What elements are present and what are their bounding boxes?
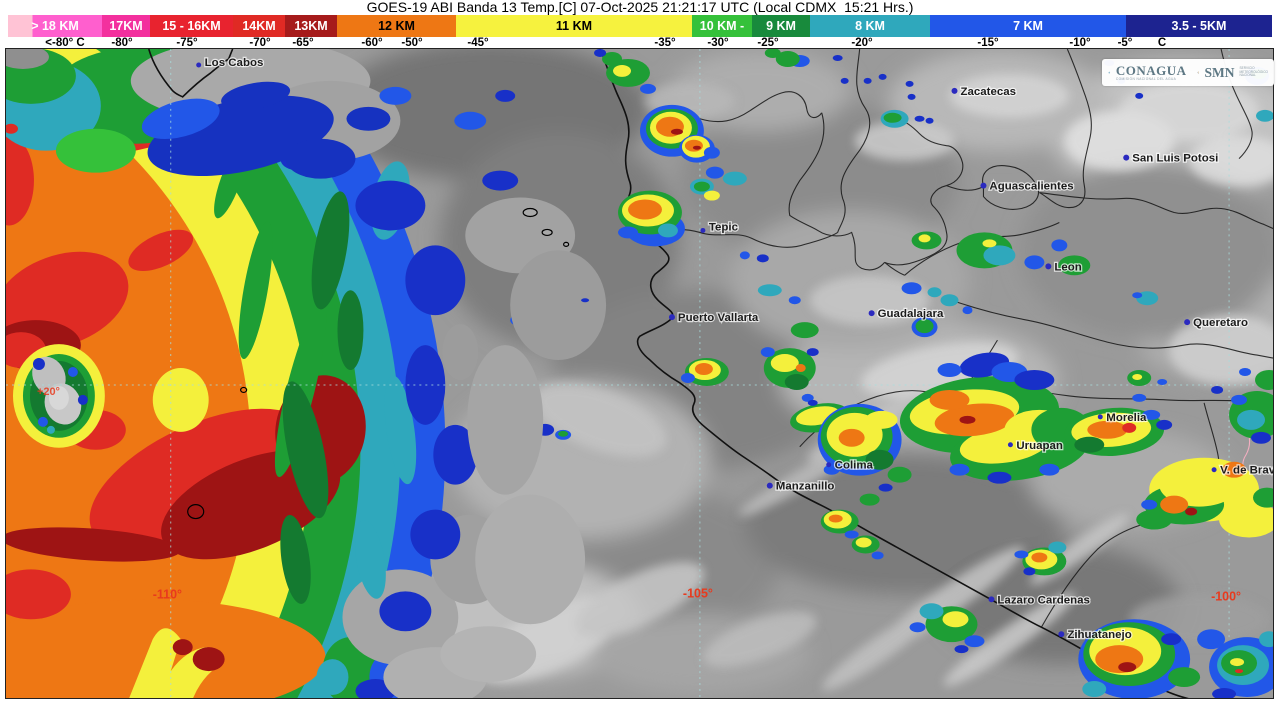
temp-tick: <-80° C [45, 37, 85, 49]
colorbar-segment: 10 KM - [692, 15, 752, 37]
temp-tick: -65° [292, 37, 314, 49]
longitude-label: -105° [683, 586, 713, 600]
hurricane-eye [12, 344, 105, 448]
colorbar-label: 10 KM - [699, 19, 745, 33]
longitude-label: -100° [1211, 589, 1241, 603]
temp-tick: -5° [1117, 37, 1133, 49]
city-label: Zihuatanejo [1067, 629, 1131, 641]
city-label: Tepic [709, 221, 739, 233]
city-label: Lazaro Cardenas [997, 594, 1090, 606]
colorbar-label: 7 KM [1013, 19, 1043, 33]
islands [187, 207, 570, 520]
colorbar-segment: 9 KM [752, 15, 810, 37]
temp-tick: -15° [977, 37, 999, 49]
city-label: Aguascalientes [989, 181, 1073, 193]
temp-tick: -80° [111, 37, 133, 49]
smn-tagline: SERVICIO METEOROLÓGICO NACIONAL [1239, 65, 1268, 78]
agency-logos: CONAGUA COMISIÓN NACIONAL DEL AGUA SMN S… [1102, 59, 1274, 86]
temp-tick: -30° [707, 37, 729, 49]
city-label: Manzanillo [776, 481, 835, 493]
colorbar-label: 3.5 - 5KM [1171, 19, 1227, 33]
city-label: Puerto Vallarta [678, 312, 759, 324]
colorbar-label: 14KM [242, 19, 276, 33]
city-label: Leon [1054, 261, 1081, 273]
page-title: GOES-19 ABI Banda 13 Temp.[C] 07-Oct-202… [366, 0, 914, 15]
colorbar-label: 17KM [109, 19, 143, 33]
colorbar-segment: 13KM [285, 15, 337, 37]
temp-tick: C [1157, 37, 1167, 49]
city-labels: Los Cabos Zacatecas San Luis Potosi Agua… [203, 56, 1273, 643]
temp-tick: -45° [467, 37, 489, 49]
coordinate-labels: -110° -105° -100° +20° [37, 386, 1241, 603]
conagua-logo-icon [1108, 71, 1111, 74]
colorbar-segment: 14KM [233, 15, 285, 37]
conagua-wordmark: CONAGUA [1115, 62, 1187, 78]
city-markers [196, 62, 1217, 638]
colorbar-segment: 17KM [102, 15, 150, 37]
colorbar-label: > 18 KM [31, 19, 79, 33]
colorbar-segment: 11 KM [456, 15, 692, 37]
city-label: Morelia [1106, 412, 1147, 424]
colorbar-segment: 15 - 16KM [150, 15, 233, 37]
temp-tick: -10° [1069, 37, 1091, 49]
colorbar-segment: 8 KM [810, 15, 930, 37]
smn-logo-icon [1197, 71, 1200, 74]
satellite-map: Los Cabos Zacatecas San Luis Potosi Agua… [5, 48, 1274, 699]
temp-tick: -25° [757, 37, 779, 49]
colorbar-label: 13KM [294, 19, 328, 33]
colorbar-label: 11 KM [555, 19, 593, 33]
temp-tick: -75° [176, 37, 198, 49]
temperature-scale: <-80° C -80° -75° -70° -65° -60° -50° -4… [0, 37, 1280, 49]
city-label: Colima [835, 460, 874, 472]
satellite-image: Los Cabos Zacatecas San Luis Potosi Agua… [6, 49, 1273, 698]
temp-tick: -50° [401, 37, 423, 49]
longitude-label: -110° [153, 587, 182, 601]
colorbar-segment: 3.5 - 5KM [1126, 15, 1272, 37]
latitude-label: +20° [37, 386, 60, 398]
colorbar-label: 8 KM [855, 19, 885, 33]
temp-tick: -20° [851, 37, 873, 49]
convection-cells [555, 49, 1273, 698]
city-label: V. de Bravo [1220, 465, 1273, 477]
altitude-colorbar: > 18 KM 17KM 15 - 16KM 14KM 13KM 12 KM 1… [0, 15, 1280, 37]
temp-tick: -70° [249, 37, 271, 49]
city-label: Queretaro [1193, 317, 1248, 329]
city-label: Zacatecas [960, 86, 1016, 98]
city-label: Guadalajara [878, 308, 944, 320]
city-label: Uruapan [1016, 440, 1063, 452]
colorbar-label: 9 KM [766, 19, 796, 33]
colorbar-label: 15 - 16KM [162, 19, 221, 33]
smn-wordmark: SMN [1204, 64, 1235, 80]
colorbar-segment: 12 KM [337, 15, 456, 37]
colorbar-segment: > 18 KM [8, 15, 102, 37]
los-cabos-clouds [130, 49, 412, 179]
city-label: San Luis Potosi [1132, 153, 1218, 165]
temp-tick: -35° [654, 37, 676, 49]
colorbar-segment: 7 KM [930, 15, 1126, 37]
conagua-tagline: COMISIÓN NACIONAL DEL AGUA [1115, 76, 1177, 81]
city-label: Los Cabos [205, 57, 264, 69]
temp-tick: -60° [361, 37, 383, 49]
colorbar-label: 12 KM [378, 19, 415, 33]
